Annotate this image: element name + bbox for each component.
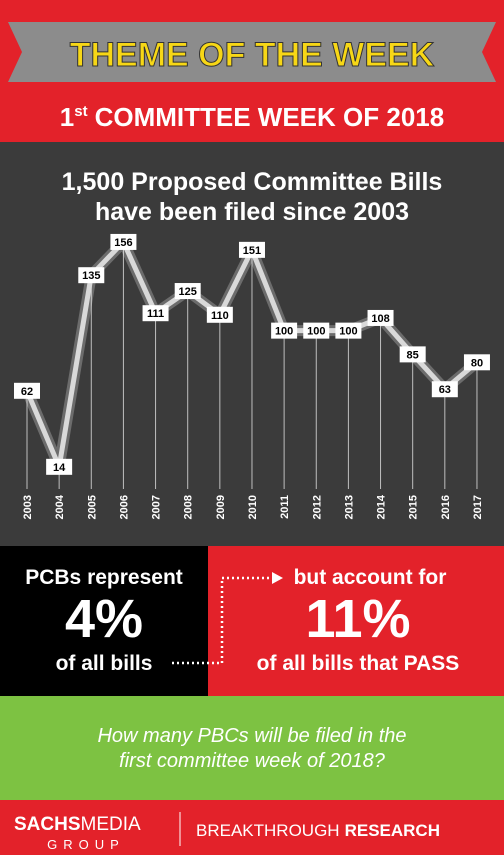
tagline: BREAKTHROUGH RESEARCH [196,821,440,840]
subtitle-suffix: st [74,103,87,120]
value-label: 156 [114,237,132,249]
ribbon [8,22,496,82]
value-label: 135 [82,270,100,282]
x-tick-label: 2004 [54,494,66,519]
value-label: 125 [179,286,197,298]
chart-title: have been filed since 2003 [95,198,409,226]
value-label-box [271,322,298,339]
tagline-bold: RESEARCH [345,821,440,840]
x-tick-label: 2012 [311,495,323,519]
tagline-light: BREAKTHROUGH [196,821,340,840]
value-label-box [142,305,169,322]
value-label: 100 [275,326,293,338]
value-label-box [303,322,330,339]
chart-title: 1,500 Proposed Committee Bills [62,168,443,196]
brand-light: MEDIA [81,814,142,835]
x-tick-label: 2005 [86,495,98,519]
value-label: 100 [307,326,325,338]
value-label-box [110,233,137,250]
value-label-box [206,306,233,323]
value-label-box [399,346,426,363]
stat-big: 11% [305,589,410,649]
stat-right-bg [208,546,504,696]
brand-bold: SACHS [14,814,81,835]
value-label: 100 [339,326,357,338]
x-tick-label: 2007 [151,495,163,519]
connector-arrow [172,576,272,665]
value-label-box [431,381,458,398]
brand: SACHSMEDIA [14,814,141,835]
value-label-box [367,309,394,326]
value-label-box [46,458,73,475]
x-tick-label: 2015 [408,495,420,519]
subtitle-number: 1 [60,102,74,132]
x-tick-label: 2011 [279,495,291,519]
value-label-box [463,354,490,371]
value-label-box [78,267,105,284]
x-tick-label: 2013 [343,495,355,519]
footer-bg [0,800,504,855]
value-label: 108 [371,313,389,325]
subtitle-rest: COMMITTEE WEEK OF 2018 [95,102,445,132]
x-tick-label: 2003 [22,495,34,519]
value-label: 62 [21,386,33,398]
value-label: 151 [243,245,261,257]
value-label: 63 [439,384,451,396]
stat-big: 4% [65,589,143,649]
x-tick-label: 2009 [215,495,227,519]
x-tick-label: 2006 [118,495,130,519]
value-label: 14 [53,462,66,474]
stat-text: of all bills that PASS [257,652,460,675]
header-subtitle: 1st COMMITTEE WEEK OF 2018 [60,102,444,132]
value-label: 85 [407,349,419,361]
value-label: 80 [471,357,483,369]
question: How many PBCs will be filed in the [97,725,406,747]
value-label-box [238,241,265,258]
brand-sub: GROUP [47,837,125,852]
question-bg [0,696,504,800]
x-tick-label: 2016 [440,495,452,519]
stat-text: but account for [294,566,447,589]
value-label-box [14,382,40,399]
stat-text: PCBs represent [25,566,183,589]
question: first committee week of 2018? [119,750,386,772]
value-label-box [335,322,362,339]
arrow-head [272,572,283,584]
x-tick-label: 2010 [247,495,259,519]
chart: 62 14 135 156 111 125 110 151 100 100 100 108 85 63 80… [14,233,490,519]
x-tick-label: 2014 [376,494,388,519]
value-label-box [174,283,201,300]
stat-text: of all bills [56,652,153,675]
header-title: THEME OF THE WEEK [70,36,435,74]
value-label: 111 [147,308,164,320]
value-label: 110 [211,310,229,322]
x-tick-label: 2008 [183,495,195,519]
stat-left-bg [0,546,208,696]
x-tick-label: 2017 [472,495,484,519]
